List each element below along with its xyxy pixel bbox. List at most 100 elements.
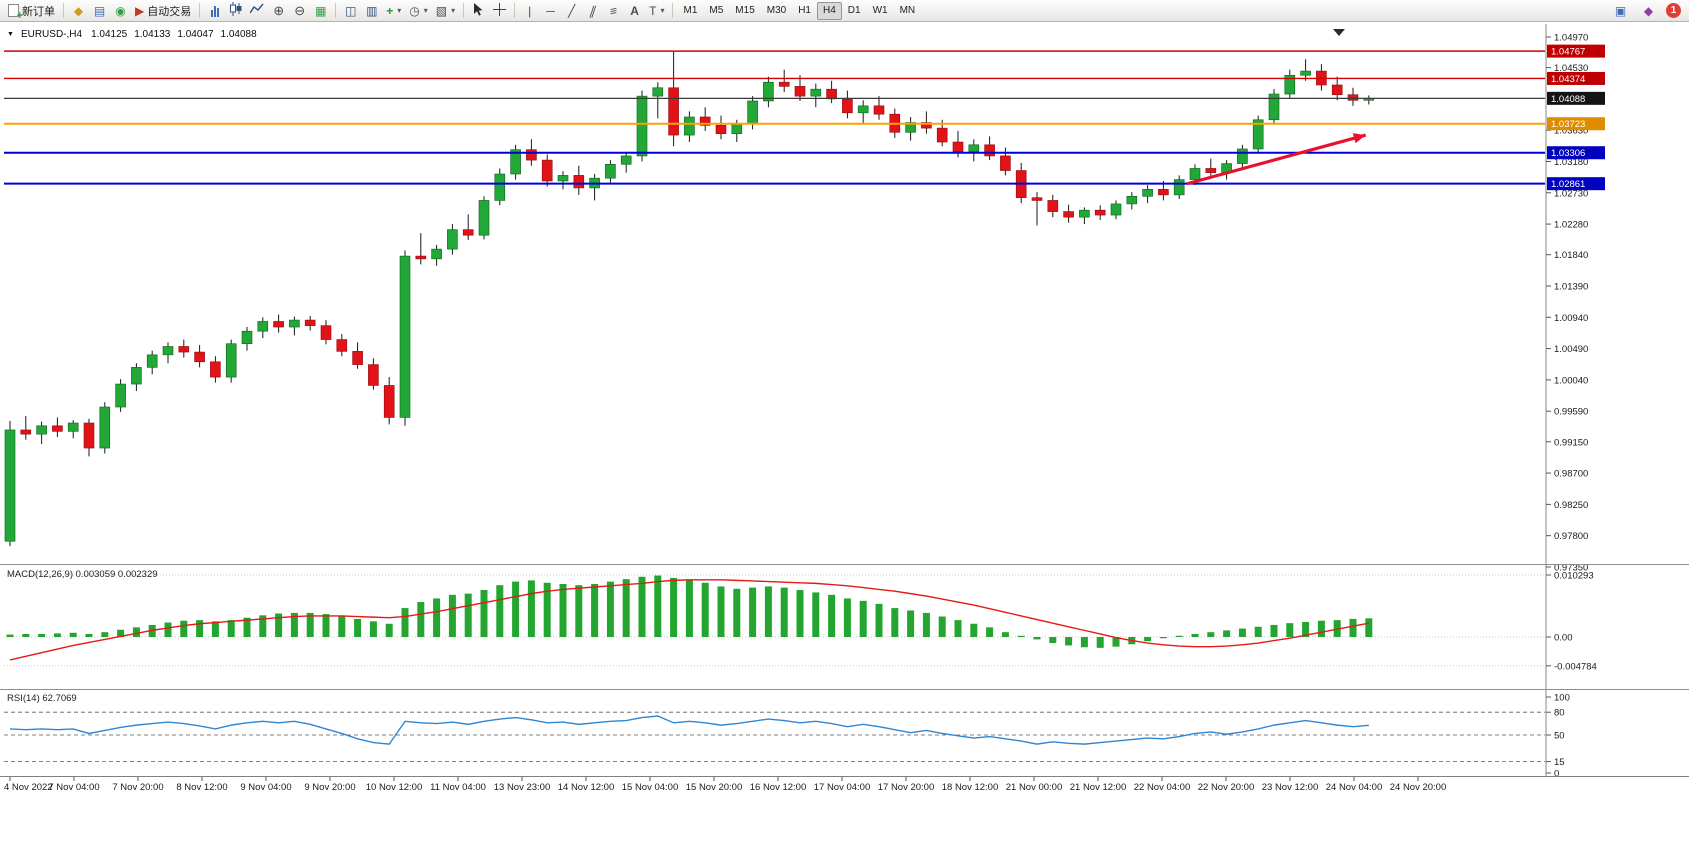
timeframe-m30-button[interactable]: M30 (761, 2, 792, 20)
line-chart-button[interactable] (246, 1, 268, 20)
trendline-tool-button[interactable]: ╱ (561, 1, 582, 20)
svg-text:4 Nov 2022: 4 Nov 2022 (4, 782, 53, 793)
cursor-button[interactable] (468, 1, 489, 20)
rsi-panel-divider[interactable] (0, 689, 1689, 692)
timeframe-h4-button[interactable]: H4 (817, 1, 842, 20)
toolbar-separator (335, 3, 337, 18)
templates-icon: ▧ (435, 3, 448, 18)
tile-vertical-icon: ▥ (366, 3, 378, 18)
svg-text:22 Nov 04:00: 22 Nov 04:00 (1134, 782, 1191, 793)
fibonacci-tool-button[interactable]: ≡ (603, 1, 624, 20)
cursor-icon (473, 2, 484, 19)
zoom-in-button[interactable]: ⊕ (268, 1, 289, 20)
svg-text:1.01390: 1.01390 (1554, 281, 1588, 292)
bar-chart-button[interactable] (204, 1, 225, 20)
svg-text:1.02730: 1.02730 (1554, 188, 1588, 199)
indicators-button[interactable]: + ▾ (382, 1, 405, 20)
svg-text:1.00940: 1.00940 (1554, 313, 1588, 324)
notification-badge[interactable]: 1 (1666, 3, 1681, 18)
svg-text:1.04767: 1.04767 (1551, 47, 1585, 58)
timeframe-mn-button[interactable]: MN (894, 2, 922, 20)
svg-text:-0.004784: -0.004784 (1554, 661, 1597, 672)
svg-text:16 Nov 12:00: 16 Nov 12:00 (750, 782, 807, 793)
timeframe-m15-button[interactable]: M15 (729, 2, 760, 20)
chevron-down-icon: ▾ (451, 6, 456, 15)
indicators-icon: + (386, 3, 394, 18)
svg-text:50: 50 (1554, 731, 1565, 742)
templates-button[interactable]: ▧ ▾ (432, 1, 459, 20)
horizontal-line-tool-button[interactable]: ─ (540, 1, 561, 20)
svg-text:22 Nov 20:00: 22 Nov 20:00 (1198, 782, 1255, 793)
svg-text:1.03630: 1.03630 (1554, 126, 1588, 137)
svg-text:0.99590: 0.99590 (1554, 407, 1588, 418)
timeframe-m1-button[interactable]: M1 (677, 2, 703, 20)
navigator-icon: ◉ (115, 3, 126, 18)
svg-text:0.97350: 0.97350 (1554, 562, 1588, 573)
tile-vertical-button[interactable]: ▥ (361, 1, 382, 20)
symbol-caret-icon[interactable]: ▼ (7, 31, 14, 38)
timeframe-d1-button[interactable]: D1 (842, 2, 867, 20)
cascade-windows-icon: ◫ (345, 3, 357, 18)
macd-panel-layer (4, 574, 1545, 667)
market-watch-button[interactable]: ◆ (68, 1, 89, 20)
text-tool-button[interactable]: A (624, 1, 645, 20)
svg-text:24 Nov 20:00: 24 Nov 20:00 (1390, 782, 1447, 793)
vertical-line-tool-button[interactable]: | (519, 1, 540, 20)
channel-icon: ∥ (587, 3, 598, 18)
market-button[interactable]: ◆ (1638, 1, 1659, 20)
new-order-button[interactable]: 新订单 (4, 1, 59, 22)
timeframe-w1-button[interactable]: W1 (867, 2, 894, 20)
chart-canvas[interactable]: 1.04970 1.04530 1.03630 1.03180 1.02730 1.022… (0, 22, 1689, 860)
new-order-label: 新订单 (22, 5, 55, 18)
tile-windows-button[interactable]: ▦ (310, 1, 331, 20)
text-tool-icon: A (630, 3, 639, 18)
toolbar-right-group: ▣ ◆ 1 (1610, 1, 1685, 20)
zoom-in-icon: ⊕ (273, 3, 285, 18)
svg-text:1.04530: 1.04530 (1554, 63, 1588, 74)
chart-shift-marker-icon (1333, 29, 1345, 36)
price-lines-layer (4, 50, 1545, 185)
svg-text:7 Nov 04:00: 7 Nov 04:00 (48, 782, 99, 793)
tile-windows-icon: ▦ (315, 3, 327, 18)
svg-text:15: 15 (1554, 757, 1565, 768)
navigator-button[interactable]: ◉ (110, 1, 131, 20)
market-icon: ◆ (1643, 3, 1654, 18)
svg-text:80: 80 (1554, 708, 1565, 719)
timeframe-h1-button[interactable]: H1 (792, 2, 817, 20)
fibonacci-icon: ≡ (610, 2, 618, 19)
svg-text:11 Nov 04:00: 11 Nov 04:00 (430, 782, 486, 793)
candlestick-chart-button[interactable] (225, 1, 246, 20)
svg-text:0.00: 0.00 (1554, 633, 1573, 644)
svg-text:18 Nov 12:00: 18 Nov 12:00 (942, 782, 999, 793)
trend-arrow-annotation (1186, 133, 1367, 186)
data-window-button[interactable]: ▤ (89, 1, 110, 20)
time-axis[interactable] (0, 776, 1689, 816)
auto-trading-button[interactable]: ▶ 自动交易 (131, 1, 195, 20)
svg-text:0.99150: 0.99150 (1554, 437, 1588, 448)
toolbar-separator (672, 3, 674, 18)
quote-close: 1.04088 (220, 29, 257, 40)
zoom-out-button[interactable]: ⊖ (289, 1, 310, 20)
cascade-windows-button[interactable]: ◫ (340, 1, 361, 20)
arrows-tool-icon: T (649, 3, 657, 18)
svg-text:15 Nov 04:00: 15 Nov 04:00 (622, 782, 679, 793)
svg-text:8 Nov 12:00: 8 Nov 12:00 (176, 782, 227, 793)
community-button[interactable]: ▣ (1610, 1, 1631, 20)
svg-text:24 Nov 04:00: 24 Nov 04:00 (1326, 782, 1383, 793)
crosshair-button[interactable] (489, 1, 510, 20)
macd-panel-divider[interactable] (0, 564, 1689, 567)
price-axis[interactable] (1546, 22, 1689, 776)
rsi-panel-layer (4, 711, 1545, 762)
timeframe-m5-button[interactable]: M5 (703, 2, 729, 20)
crosshair-icon (493, 2, 507, 19)
toolbar-separator (514, 3, 516, 18)
svg-text:1.02280: 1.02280 (1554, 220, 1588, 231)
trendline-icon: ╱ (568, 3, 576, 18)
channel-tool-button[interactable]: ∥ (582, 1, 603, 20)
svg-text:9 Nov 04:00: 9 Nov 04:00 (240, 782, 291, 793)
community-icon: ▣ (1614, 3, 1627, 18)
period-button[interactable]: ◷ ▾ (405, 1, 432, 20)
arrows-tool-button[interactable]: T ▾ (645, 1, 668, 20)
shift-marker-layer (1333, 29, 1345, 36)
